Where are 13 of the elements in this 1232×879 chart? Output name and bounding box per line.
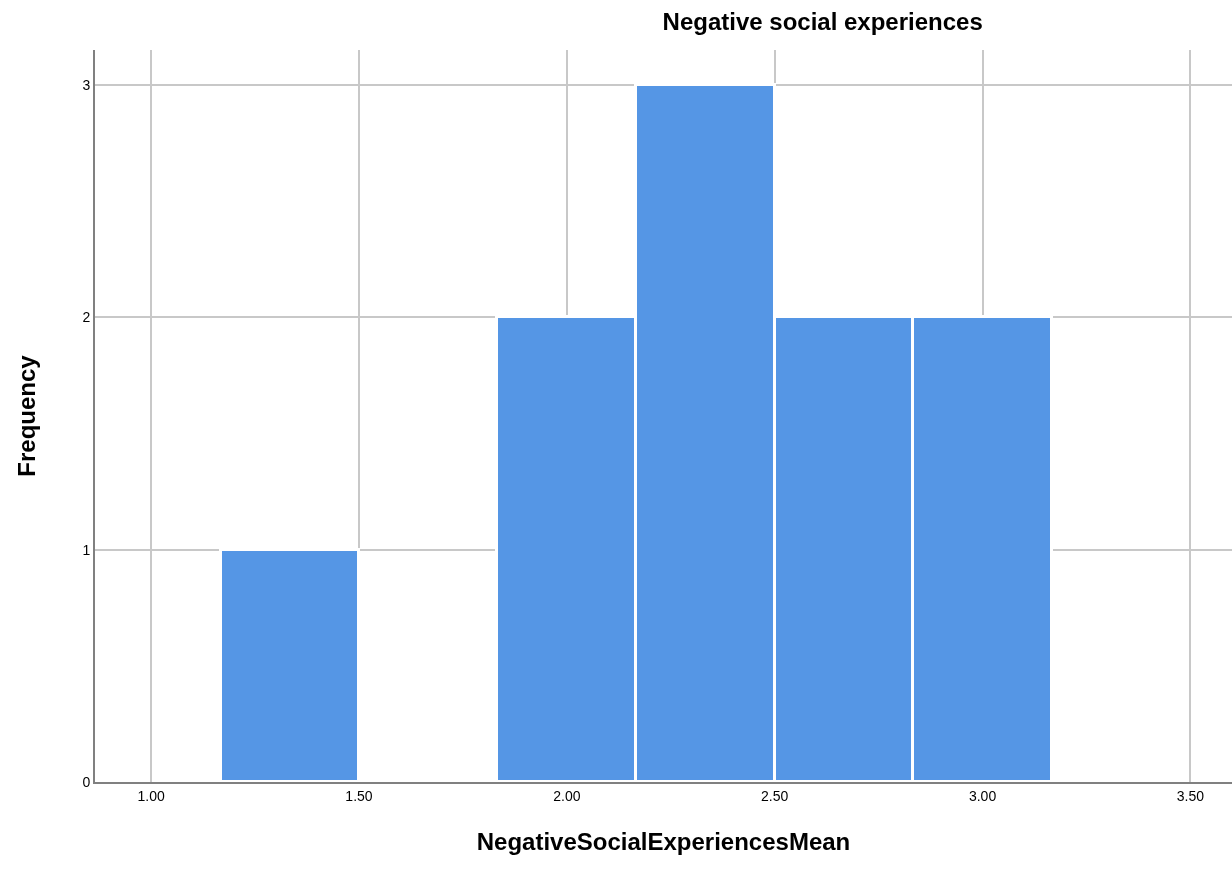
y-tick-label: 2 xyxy=(82,309,91,326)
x-tick-label: 1.50 xyxy=(345,787,373,804)
x-tick-label: 2.00 xyxy=(553,787,581,804)
x-axis-title: NegativeSocialExperiencesMean xyxy=(476,827,851,855)
x-tick-label: 1.00 xyxy=(137,787,165,804)
y-tick-label: 1 xyxy=(82,541,91,558)
y-tick-label: 0 xyxy=(82,773,91,790)
x-tick-label: 3.00 xyxy=(968,787,997,804)
chart-title: Negative social experiences xyxy=(662,7,983,35)
y-tick-label: 3 xyxy=(82,76,91,93)
x-tick-label: 2.50 xyxy=(761,787,789,804)
y-axis-title: Frequency xyxy=(13,354,40,477)
x-tick-label: 3.50 xyxy=(1176,787,1205,804)
